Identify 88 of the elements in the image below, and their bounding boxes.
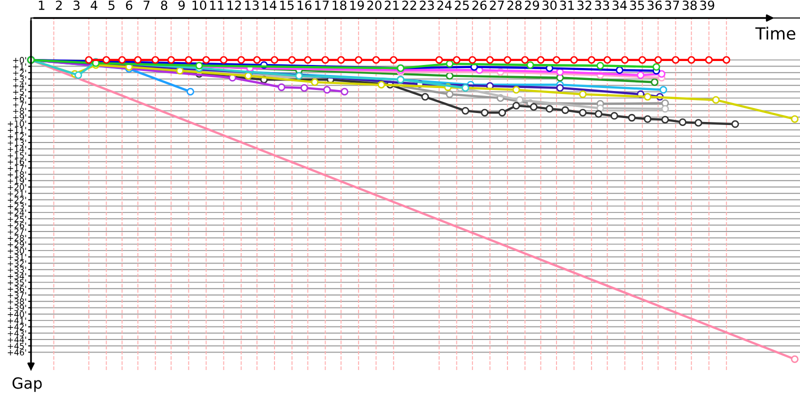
y-tick-label: +11' <box>8 126 26 133</box>
x-tick-label: 8 <box>161 0 168 10</box>
y-tick-label: +29' <box>8 241 26 248</box>
x-tick-label: 7 <box>144 0 150 10</box>
y-tick-label: +36' <box>8 286 26 292</box>
y-tick-label: +2' <box>13 70 26 76</box>
y-tick-label: +16' <box>8 158 26 165</box>
y-tick-label: +7' <box>13 102 26 108</box>
x-tick-label: 26 <box>472 0 487 10</box>
y-tick-label: +38' <box>8 298 26 305</box>
y-tick-label: +8' <box>13 108 26 114</box>
x-tick-label: 17 <box>315 0 329 10</box>
x-tick-label: 16 <box>298 0 312 10</box>
y-tick-label: +30' <box>8 248 26 254</box>
y-tick-label: +18' <box>8 171 26 178</box>
y-tick-label: +32' <box>8 260 26 267</box>
x-tick-label: 21 <box>384 0 399 10</box>
y-tick-label: +9' <box>13 114 26 120</box>
y-tick-label: +42' <box>8 324 26 330</box>
y-tick-label: +24' <box>8 209 26 216</box>
y-tick-label: +4' <box>13 82 26 89</box>
y-tick-label: +3' <box>13 76 26 82</box>
y-tick-label: +34' <box>8 272 26 280</box>
x-tick-label: 39 <box>700 0 714 10</box>
x-tick-label: 1 <box>38 0 44 10</box>
y-tick-label: +31' <box>8 254 26 260</box>
x-tick-label: 35 <box>630 0 644 10</box>
y-tick-label: +5' <box>13 88 26 95</box>
x-tick-label: 32 <box>578 0 592 10</box>
y-tick-label: +1' <box>13 63 26 70</box>
x-tick-label: 31 <box>560 0 574 10</box>
y-tick-label: +33' <box>8 266 26 273</box>
y-axis-title: Gap <box>12 377 42 392</box>
y-tick-label: +13' <box>8 140 26 146</box>
y-tick-label: +28' <box>8 234 26 242</box>
y-tick-label: +19' <box>8 178 26 184</box>
x-tick-label: 28 <box>507 0 522 10</box>
y-tick-label: +39' <box>8 304 26 312</box>
y-tick-label: +27' <box>8 228 26 235</box>
y-tick-label: +10' <box>8 120 26 127</box>
x-tick-label: 19 <box>350 0 364 10</box>
x-tick-label: 11 <box>210 0 224 10</box>
y-tick-label: +35' <box>8 279 26 286</box>
x-tick-label: 9 <box>178 0 185 10</box>
x-tick-label: 14 <box>262 0 276 10</box>
y-tick-label: +14' <box>8 146 26 152</box>
y-tick-label: +43' <box>8 330 26 336</box>
x-tick-label: 22 <box>402 0 416 10</box>
y-tick-label: +17' <box>8 165 26 172</box>
x-tick-label: 4 <box>90 0 98 10</box>
y-tick-label: +44' <box>8 336 26 343</box>
x-tick-label: 30 <box>542 0 557 10</box>
x-tick-label: 23 <box>420 0 434 10</box>
x-tick-label: 15 <box>280 0 294 10</box>
y-tick-label: +23' <box>8 203 26 210</box>
x-tick-label: 34 <box>612 0 627 10</box>
y-tick-label: +15' <box>8 152 26 159</box>
x-axis-title: Time <box>755 26 796 40</box>
x-tick-label: 5 <box>108 0 114 10</box>
x-tick-label: 6 <box>126 0 132 10</box>
y-tick-label: +21' <box>8 190 26 197</box>
y-tick-label: +40' <box>8 311 26 318</box>
x-tick-label: 18 <box>332 0 346 10</box>
y-tick-label: +0' <box>13 56 26 64</box>
y-tick-label: +22' <box>8 196 26 203</box>
x-tick-label: 12 <box>228 0 241 10</box>
x-tick-label: 13 <box>245 0 259 10</box>
x-tick-label: 29 <box>524 0 540 10</box>
x-tick-label: 37 <box>665 0 680 10</box>
x-tick-label: 33 <box>595 0 610 10</box>
x-tick-label: 38 <box>682 0 697 10</box>
x-tick-label: 25 <box>454 0 469 10</box>
x-tick-label: 2 <box>56 0 62 10</box>
x-tick-label: 3 <box>74 0 80 10</box>
x-tick-label: 20 <box>367 0 382 10</box>
x-tick-label: 36 <box>648 0 662 10</box>
y-tick-label: +26' <box>8 222 26 228</box>
y-tick-label: +6' <box>13 95 26 102</box>
y-tick-label: +20' <box>8 184 26 190</box>
x-tick-label: 27 <box>490 0 504 10</box>
y-tick-label: +12' <box>8 133 26 140</box>
x-tick-label: 24 <box>437 0 452 10</box>
y-tick-label: +41' <box>8 318 26 324</box>
y-tick-label: +37' <box>8 292 26 298</box>
y-tick-label: +25' <box>8 216 26 222</box>
y-tick-label: +46' <box>8 349 26 356</box>
x-tick-label: 10 <box>192 0 206 10</box>
y-tick-label: +45' <box>8 342 26 350</box>
